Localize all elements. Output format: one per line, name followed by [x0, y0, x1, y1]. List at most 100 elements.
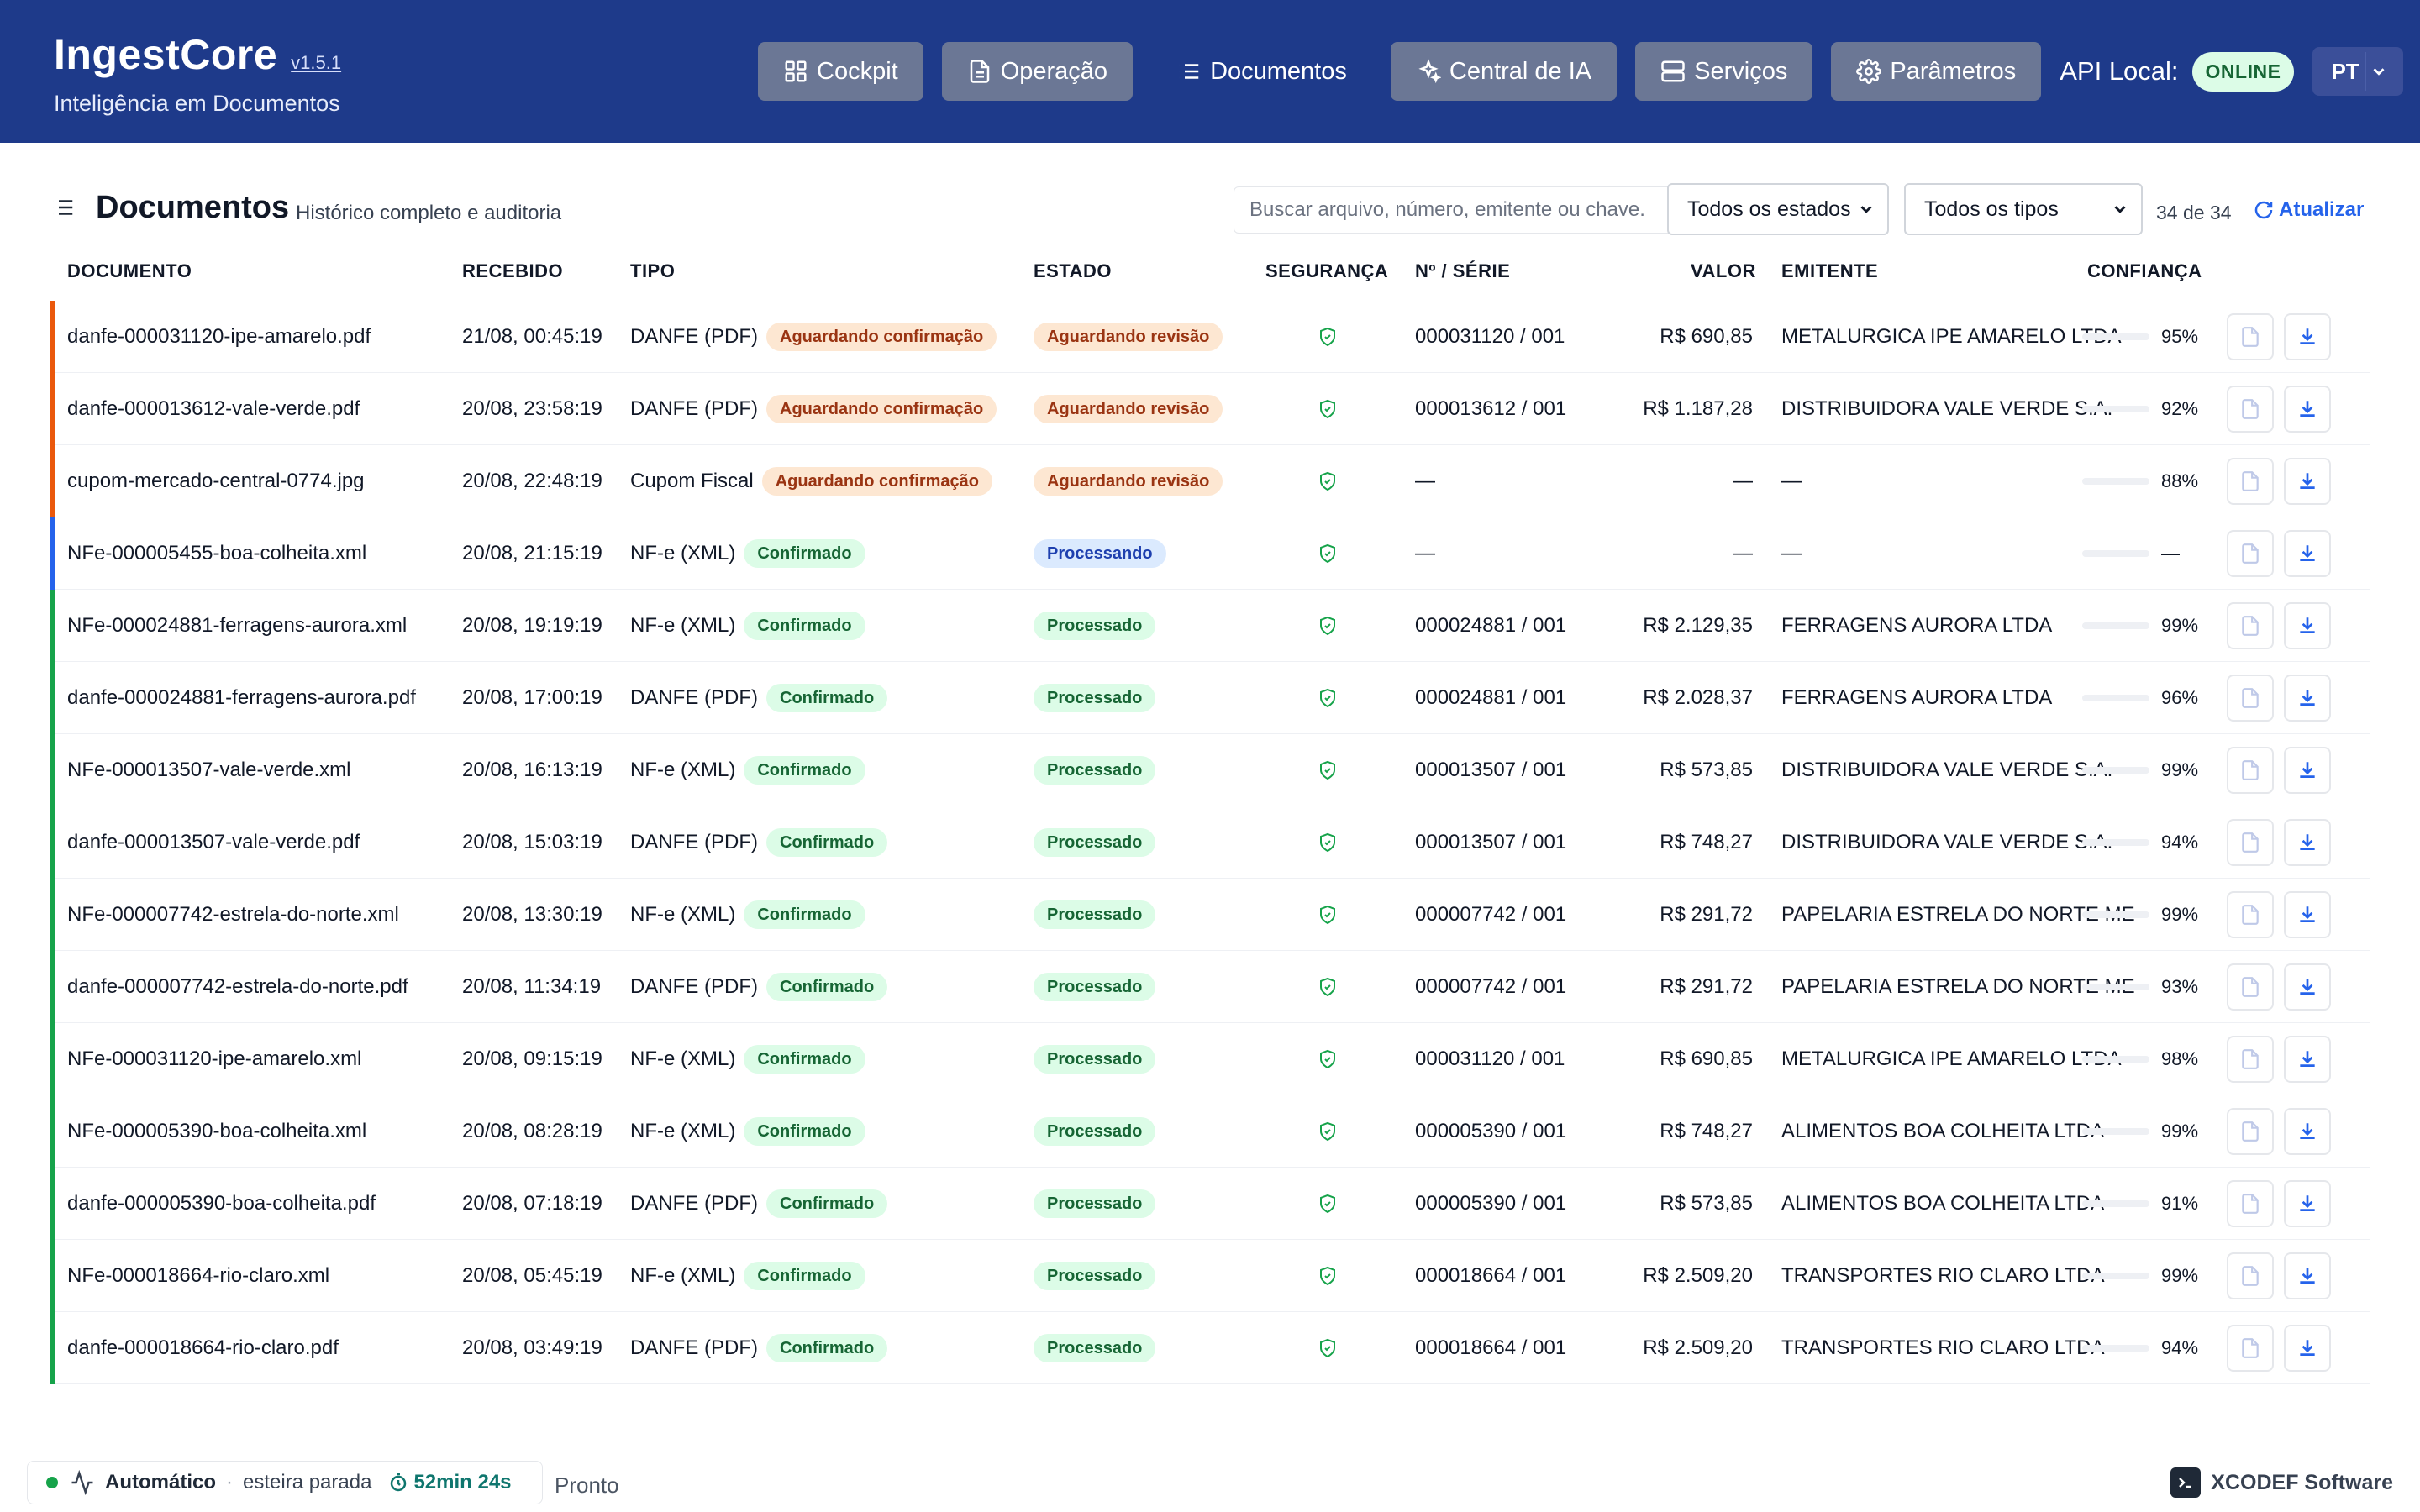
col-tipo[interactable]: TIPO [630, 260, 676, 281]
col-confianca[interactable]: CONFIANÇA [2087, 260, 2202, 281]
confidence-value: 99% [2161, 759, 2199, 780]
view-document-button[interactable] [2227, 1180, 2274, 1227]
col-recebido[interactable]: RECEBIDO [462, 260, 564, 281]
nav-operacao[interactable]: Operação [941, 42, 1134, 101]
confidence-cell: 95% [2082, 301, 2247, 373]
received-date: 20/08, 17:00:19 [462, 686, 602, 709]
table-row[interactable]: danfe-000031120-ipe-amarelo.pdf 21/08, 00… [50, 301, 2370, 373]
download-button[interactable] [2284, 602, 2331, 649]
refresh-button[interactable]: Atualizar [2254, 198, 2364, 222]
document-name[interactable]: danfe-000005390-boa-colheita.pdf [67, 1192, 376, 1215]
document-type: NF-e (XML) Confirmado [630, 734, 865, 806]
col-emitente[interactable]: EMITENTE [1781, 260, 1879, 281]
download-button[interactable] [2284, 675, 2331, 722]
nav-cockpit[interactable]: Cockpit [758, 42, 923, 101]
view-document-button[interactable] [2227, 1108, 2274, 1155]
document-name[interactable]: NFe-000018664-rio-claro.xml [67, 1264, 330, 1287]
col-valor[interactable]: VALOR [1691, 260, 1756, 281]
row-status-bar [50, 662, 55, 734]
view-document-button[interactable] [2227, 1252, 2274, 1299]
page-subtitle: Histórico completo e auditoria [296, 202, 562, 224]
app-version[interactable]: v1.5.1 [291, 52, 342, 73]
table-row[interactable]: danfe-000013507-vale-verde.pdf 20/08, 15:… [50, 806, 2370, 879]
nav-parametros[interactable]: Parâmetros [1831, 42, 2042, 101]
table-row[interactable]: danfe-000013612-vale-verde.pdf 20/08, 23:… [50, 373, 2370, 445]
search-input[interactable] [1234, 186, 1704, 234]
table-row[interactable]: NFe-000018664-rio-claro.xml 20/08, 05:45:… [50, 1240, 2370, 1312]
view-document-button[interactable] [2227, 891, 2274, 938]
download-button[interactable] [2284, 458, 2331, 505]
view-document-button[interactable] [2227, 602, 2274, 649]
document-name[interactable]: danfe-000031120-ipe-amarelo.pdf [67, 325, 371, 348]
nav-documentos[interactable]: Documentos [1151, 42, 1372, 101]
row-status-bar [50, 445, 55, 517]
confidence-cell: 99% [2082, 734, 2247, 806]
view-document-button[interactable] [2227, 1325, 2274, 1372]
file-icon [2242, 616, 2259, 636]
view-document-button[interactable] [2227, 1036, 2274, 1083]
table-row[interactable]: NFe-000007742-estrela-do-norte.xml 20/08,… [50, 879, 2370, 951]
document-name[interactable]: NFe-000013507-vale-verde.xml [67, 759, 351, 781]
view-document-button[interactable] [2227, 458, 2274, 505]
state-filter-select[interactable]: Todos os estados [1667, 183, 1889, 235]
view-document-button[interactable] [2227, 963, 2274, 1011]
table-row[interactable]: danfe-000018664-rio-claro.pdf 20/08, 03:4… [50, 1312, 2370, 1384]
table-row[interactable]: NFe-000013507-vale-verde.xml 20/08, 16:13… [50, 734, 2370, 806]
table-row[interactable]: danfe-000005390-boa-colheita.pdf 20/08, 0… [50, 1168, 2370, 1240]
view-document-button[interactable] [2227, 747, 2274, 794]
confidence-value: 94% [2161, 832, 2199, 853]
col-numero-serie[interactable]: Nº / SÉRIE [1415, 260, 1511, 281]
document-name[interactable]: cupom-mercado-central-0774.jpg [67, 470, 365, 492]
col-seguranca[interactable]: SEGURANÇA [1265, 260, 1389, 281]
download-button[interactable] [2284, 1180, 2331, 1227]
state-badge: Processado [1034, 1117, 1156, 1146]
table-row[interactable]: cupom-mercado-central-0774.jpg 20/08, 22:… [50, 445, 2370, 517]
value: R$ 573,85 [1660, 1192, 1753, 1215]
view-document-button[interactable] [2227, 819, 2274, 866]
document-type: DANFE (PDF) Confirmado [630, 662, 888, 734]
file-icon [2242, 1194, 2259, 1214]
state-cell: Processado [1034, 1312, 1156, 1384]
table-row[interactable]: NFe-000024881-ferragens-aurora.xml 20/08,… [50, 590, 2370, 662]
document-name[interactable]: NFe-000031120-ipe-amarelo.xml [67, 1047, 362, 1070]
view-document-button[interactable] [2227, 313, 2274, 360]
document-name[interactable]: NFe-000024881-ferragens-aurora.xml [67, 614, 408, 637]
nav-central-ia[interactable]: Central de IA [1390, 42, 1618, 101]
download-button[interactable] [2284, 313, 2331, 360]
download-button[interactable] [2284, 1325, 2331, 1372]
download-button[interactable] [2284, 1252, 2331, 1299]
table-row[interactable]: danfe-000007742-estrela-do-norte.pdf 20/0… [50, 951, 2370, 1023]
download-button[interactable] [2284, 386, 2331, 433]
download-button[interactable] [2284, 1036, 2331, 1083]
download-button[interactable] [2284, 530, 2331, 577]
mode-indicator[interactable]: Automático · esteira parada 52min 24s [27, 1461, 543, 1504]
document-name[interactable]: danfe-000013507-vale-verde.pdf [67, 831, 360, 853]
view-document-button[interactable] [2227, 530, 2274, 577]
download-button[interactable] [2284, 891, 2331, 938]
document-name[interactable]: danfe-000007742-estrela-do-norte.pdf [67, 975, 408, 998]
document-name[interactable]: NFe-000005455-boa-colheita.xml [67, 542, 367, 564]
table-row[interactable]: NFe-000005390-boa-colheita.xml 20/08, 08:… [50, 1095, 2370, 1168]
view-document-button[interactable] [2227, 675, 2274, 722]
document-name[interactable]: NFe-000007742-estrela-do-norte.xml [67, 903, 399, 926]
document-name[interactable]: danfe-000013612-vale-verde.pdf [67, 397, 360, 420]
download-button[interactable] [2284, 747, 2331, 794]
document-name[interactable]: NFe-000005390-boa-colheita.xml [67, 1120, 367, 1142]
view-document-button[interactable] [2227, 386, 2274, 433]
language-select[interactable]: PT [2312, 47, 2404, 96]
document-name[interactable]: danfe-000024881-ferragens-aurora.pdf [67, 686, 416, 709]
download-button[interactable] [2284, 1108, 2331, 1155]
table-row[interactable]: danfe-000024881-ferragens-aurora.pdf 20/0… [50, 662, 2370, 734]
download-button[interactable] [2284, 963, 2331, 1011]
download-button[interactable] [2284, 819, 2331, 866]
col-documento[interactable]: DOCUMENTO [67, 260, 192, 281]
row-actions [2227, 734, 2341, 806]
activity-icon [71, 1470, 93, 1495]
col-estado[interactable]: ESTADO [1034, 260, 1113, 281]
received-date: 20/08, 21:15:19 [462, 542, 602, 564]
document-name[interactable]: danfe-000018664-rio-claro.pdf [67, 1336, 339, 1359]
table-row[interactable]: NFe-000005455-boa-colheita.xml 20/08, 21:… [50, 517, 2370, 590]
type-filter-select[interactable]: Todos os tipos [1904, 183, 2143, 235]
table-row[interactable]: NFe-000031120-ipe-amarelo.xml 20/08, 09:1… [50, 1023, 2370, 1095]
nav-servicos[interactable]: Serviços [1635, 42, 1813, 101]
